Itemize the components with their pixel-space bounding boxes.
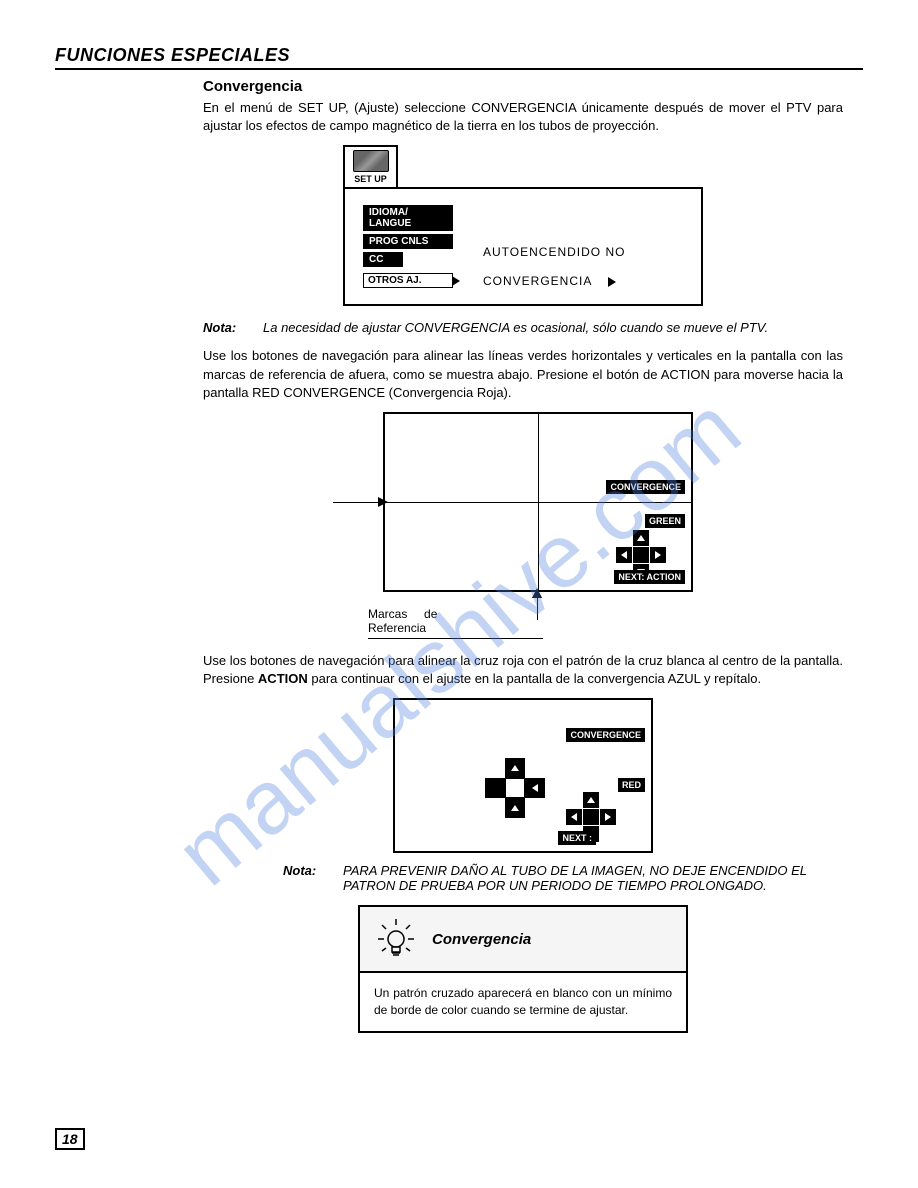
note-2-label: Nota: — [283, 863, 343, 893]
green-label: GREEN — [645, 514, 685, 528]
pencil-icon — [452, 276, 460, 286]
ref-label-1: Marcas — [368, 607, 407, 621]
lightbulb-icon — [374, 917, 418, 961]
note-2-text: PARA PREVENIR DAÑO AL TUBO DE LA IMAGEN,… — [343, 863, 843, 893]
convergence-label-2: CONVERGENCE — [566, 728, 645, 742]
tip-box: Convergencia Un patrón cruzado aparecerá… — [358, 905, 688, 1033]
next-action-label: NEXT: ACTION — [614, 570, 685, 584]
ref-label-3: Referencia — [368, 621, 426, 635]
page-number: 18 — [55, 1128, 85, 1150]
note-1-text: La necesidad de ajustar CONVERGENCIA es … — [263, 320, 768, 335]
para-2: Use los botones de navegación para aline… — [203, 347, 843, 402]
menu-convergencia-label: CONVERGENCIA — [483, 274, 592, 288]
setup-menu-diagram: SET UP IDIOMA/ LANGUE PROG CNLS CC AUTOE… — [343, 145, 703, 306]
content-block: Convergencia En el menú de SET UP, (Ajus… — [203, 78, 843, 1033]
menu-item-otros-label: OTROS AJ. — [368, 275, 422, 286]
note-label: Nota: — [203, 320, 263, 335]
menu-item-prog: PROG CNLS — [363, 234, 453, 249]
arrow-right-icon — [608, 277, 616, 287]
ref-arrow-h — [333, 502, 383, 503]
menu-autoencendido: AUTOENCENDIDO NO — [483, 245, 625, 259]
ref-label: Marcas de Referencia — [368, 607, 437, 635]
setup-icon: SET UP — [343, 145, 398, 189]
ref-arrowhead-v — [532, 588, 542, 598]
menu-convergencia: CONVERGENCIA — [483, 274, 616, 288]
note-1: Nota: La necesidad de ajustar CONVERGENC… — [203, 320, 843, 335]
menu-item-idioma: IDIOMA/ LANGUE — [363, 205, 453, 231]
ref-arrowhead-h — [378, 497, 388, 507]
green-convergence-diagram: CONVERGENCE GREEN NEXT: ACTION Marcas de… — [323, 412, 723, 642]
conv-screen-box: CONVERGENCE GREEN NEXT: ACTION — [383, 412, 693, 592]
setup-icon-label: SET UP — [354, 174, 387, 184]
ref-underline — [368, 638, 543, 639]
note-2: Nota: PARA PREVENIR DAÑO AL TUBO DE LA I… — [283, 863, 843, 893]
para-3: Use los botones de navegación para aline… — [203, 652, 843, 688]
page-title: Convergencia — [203, 78, 843, 95]
tip-title: Convergencia — [432, 931, 531, 948]
grid-line-v — [538, 414, 539, 590]
ref-label-2: de — [424, 607, 437, 621]
menu-item-cc: CC — [363, 252, 403, 267]
conv-screen-box-2: CONVERGENCE RED NEXT : — [393, 698, 653, 853]
tip-header: Convergencia — [360, 907, 686, 973]
intro-text: En el menú de SET UP, (Ajuste) seleccion… — [203, 99, 843, 135]
setup-menu-box: IDIOMA/ LANGUE PROG CNLS CC AUTOENCENDID… — [343, 187, 703, 306]
red-label: RED — [618, 778, 645, 792]
menu-item-otros: OTROS AJ. — [363, 273, 453, 288]
convergence-label: CONVERGENCE — [606, 480, 685, 494]
next-label-2: NEXT : — [558, 831, 596, 845]
section-header: FUNCIONES ESPECIALES — [55, 45, 863, 70]
red-convergence-diagram: CONVERGENCE RED NEXT : — [393, 698, 653, 853]
tv-icon — [353, 150, 389, 172]
tip-body: Un patrón cruzado aparecerá en blanco co… — [360, 973, 686, 1031]
